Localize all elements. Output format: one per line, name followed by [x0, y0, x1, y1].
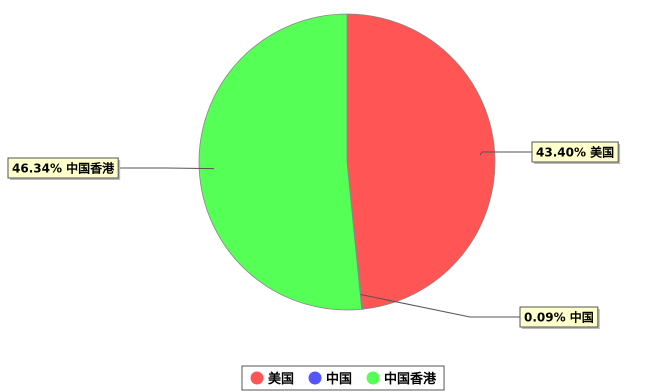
- legend-marker-3: [366, 371, 380, 385]
- legend-marker-2: [308, 371, 322, 385]
- slice-labels: 43.40% 美国 0.09% 中国 46.34% 中国香港: [7, 141, 621, 329]
- legend-label-1: 美国: [268, 371, 294, 387]
- leader-line-2: [360, 294, 520, 318]
- legend-items: 美国 中国 中国香港: [250, 371, 437, 387]
- pie-slice-3: [198, 13, 363, 311]
- pie-slice-1: [346, 13, 496, 310]
- leader-line-3: [118, 167, 214, 170]
- legend-marker-1: [250, 371, 264, 385]
- slice-label-text-2: 0.09% 中国: [524, 310, 594, 325]
- leader-line-1: [479, 151, 532, 156]
- slice-label-box-1: [531, 141, 619, 163]
- slice-label-box-2: [519, 306, 599, 328]
- slice-label-box-3: [7, 157, 119, 179]
- slice-label-text-1: 43.40% 美国: [536, 145, 614, 160]
- pie-slices: [198, 13, 496, 311]
- slice-label-text-3: 46.34% 中国香港: [12, 161, 115, 176]
- legend-box: [241, 365, 445, 391]
- legend-label-3: 中国香港: [384, 371, 437, 387]
- legend-label-2: 中国: [326, 371, 352, 387]
- legend: 美国 中国 中国香港: [241, 365, 445, 391]
